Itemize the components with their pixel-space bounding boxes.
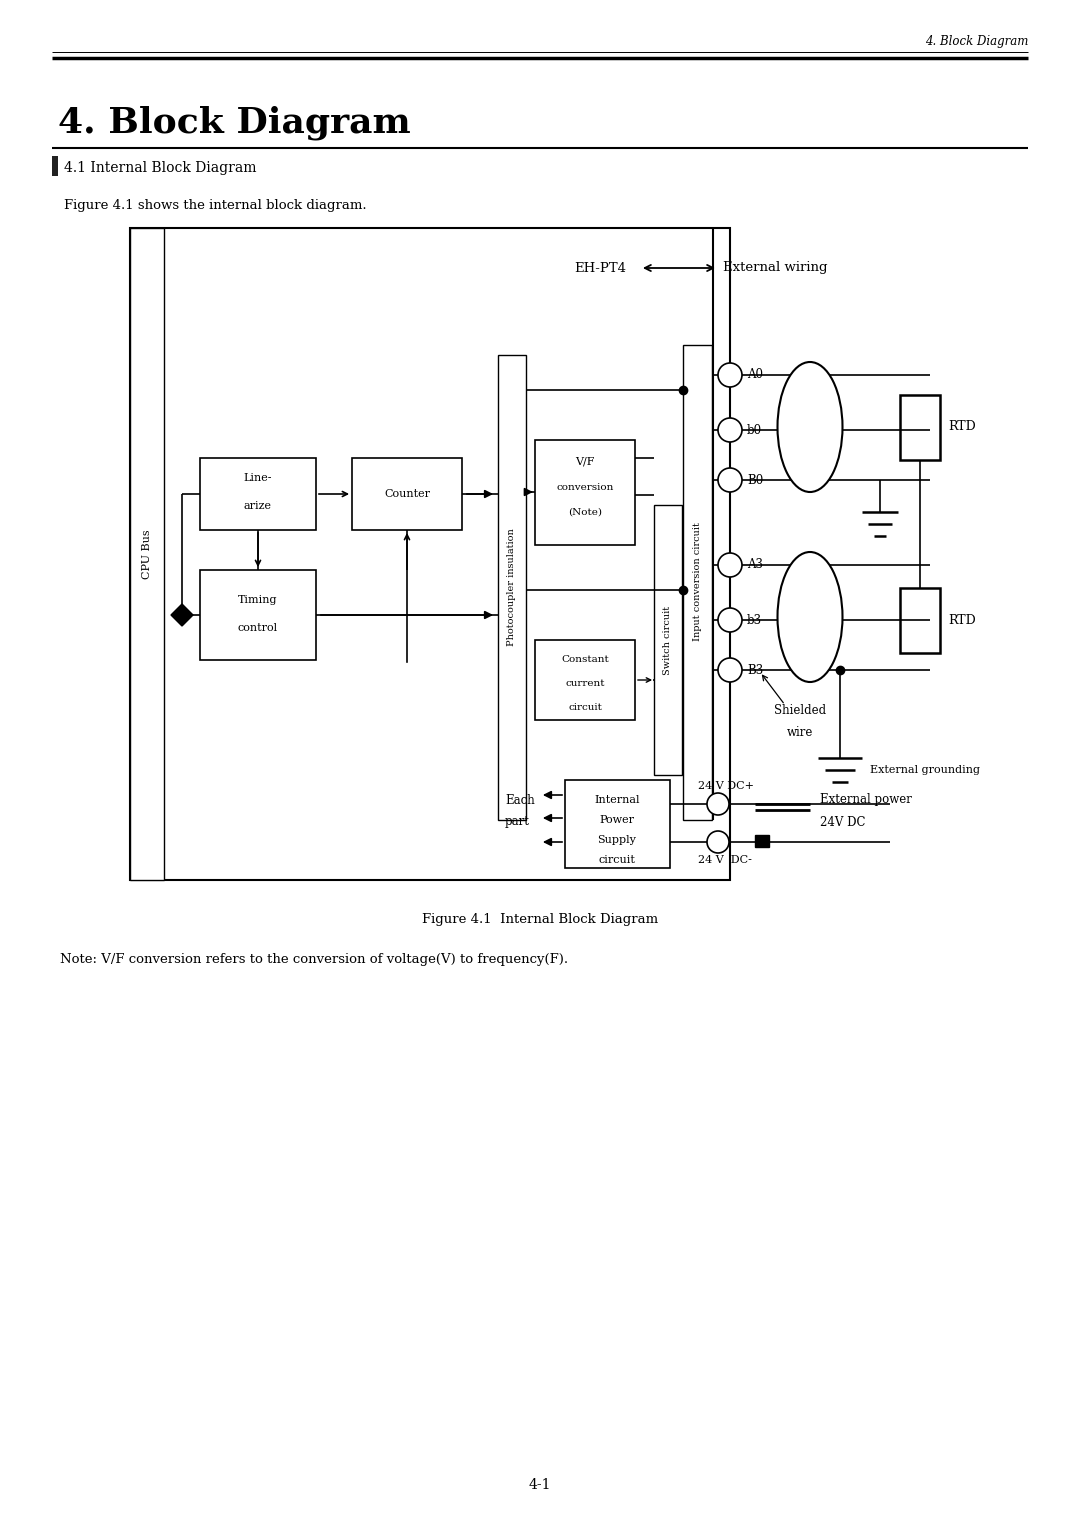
FancyBboxPatch shape (900, 395, 940, 461)
Text: b0: b0 (747, 424, 762, 436)
Text: 24 V DC+: 24 V DC+ (698, 781, 754, 791)
Text: Constant: Constant (562, 656, 609, 665)
Text: (Note): (Note) (568, 508, 602, 517)
Text: Supply: Supply (597, 836, 636, 845)
Text: Note: V/F conversion refers to the conversion of voltage(V) to frequency(F).: Note: V/F conversion refers to the conve… (60, 953, 568, 967)
Text: Each: Each (505, 793, 535, 807)
Text: V/F: V/F (576, 458, 595, 467)
Text: 4.1 Internal Block Diagram: 4.1 Internal Block Diagram (64, 162, 257, 175)
Text: Counter: Counter (384, 490, 430, 499)
Text: Line-: Line- (244, 473, 272, 483)
Text: circuit: circuit (568, 703, 602, 712)
FancyBboxPatch shape (498, 355, 526, 820)
Circle shape (718, 418, 742, 442)
Text: Input conversion circuit: Input conversion circuit (692, 523, 702, 642)
Text: part: part (505, 816, 530, 828)
FancyBboxPatch shape (200, 458, 316, 531)
Text: EH-PT4: EH-PT4 (573, 261, 626, 274)
FancyBboxPatch shape (535, 441, 635, 544)
Text: RTD: RTD (948, 421, 975, 433)
Circle shape (718, 363, 742, 387)
Polygon shape (171, 604, 193, 625)
Text: B3: B3 (747, 663, 764, 677)
Text: External wiring: External wiring (723, 261, 827, 274)
Circle shape (707, 831, 729, 852)
Text: arize: arize (244, 502, 272, 511)
FancyBboxPatch shape (683, 345, 712, 820)
Text: Power: Power (599, 814, 635, 825)
Text: Figure 4.1  Internal Block Diagram: Figure 4.1 Internal Block Diagram (422, 913, 658, 927)
Circle shape (718, 554, 742, 576)
Text: A0: A0 (747, 369, 762, 381)
Text: control: control (238, 624, 278, 633)
Text: 24 V  DC-: 24 V DC- (698, 856, 752, 865)
Text: 4. Block Diagram: 4. Block Diagram (58, 105, 410, 139)
FancyBboxPatch shape (52, 156, 58, 175)
FancyBboxPatch shape (130, 229, 730, 880)
Text: Switch circuit: Switch circuit (663, 605, 673, 674)
Text: b3: b3 (747, 613, 762, 627)
Text: B0: B0 (747, 473, 764, 486)
Ellipse shape (778, 552, 842, 682)
Text: current: current (565, 680, 605, 688)
Circle shape (718, 608, 742, 631)
Text: Internal: Internal (594, 795, 639, 805)
Text: 24V DC: 24V DC (820, 816, 865, 828)
FancyBboxPatch shape (654, 505, 681, 775)
Circle shape (718, 468, 742, 493)
FancyBboxPatch shape (200, 570, 316, 660)
FancyBboxPatch shape (130, 229, 164, 880)
Ellipse shape (778, 361, 842, 493)
Text: 4. Block Diagram: 4. Block Diagram (924, 35, 1028, 47)
FancyBboxPatch shape (565, 779, 670, 868)
Text: External grounding: External grounding (870, 766, 980, 775)
Text: Figure 4.1 shows the internal block diagram.: Figure 4.1 shows the internal block diag… (64, 198, 366, 212)
Text: External power: External power (820, 793, 912, 805)
Text: wire: wire (787, 726, 813, 738)
Circle shape (707, 793, 729, 814)
Text: Shielded: Shielded (774, 703, 826, 717)
FancyBboxPatch shape (755, 836, 769, 846)
Circle shape (718, 657, 742, 682)
Text: circuit: circuit (598, 856, 635, 865)
Text: Timing: Timing (239, 595, 278, 605)
Text: Photocoupler insulation: Photocoupler insulation (508, 528, 516, 647)
Text: 4-1: 4-1 (529, 1478, 551, 1491)
FancyBboxPatch shape (535, 640, 635, 720)
Text: conversion: conversion (556, 482, 613, 491)
FancyBboxPatch shape (352, 458, 462, 531)
Text: A3: A3 (747, 558, 762, 572)
Text: CPU Bus: CPU Bus (141, 529, 152, 580)
Text: RTD: RTD (948, 613, 975, 627)
FancyBboxPatch shape (900, 589, 940, 653)
